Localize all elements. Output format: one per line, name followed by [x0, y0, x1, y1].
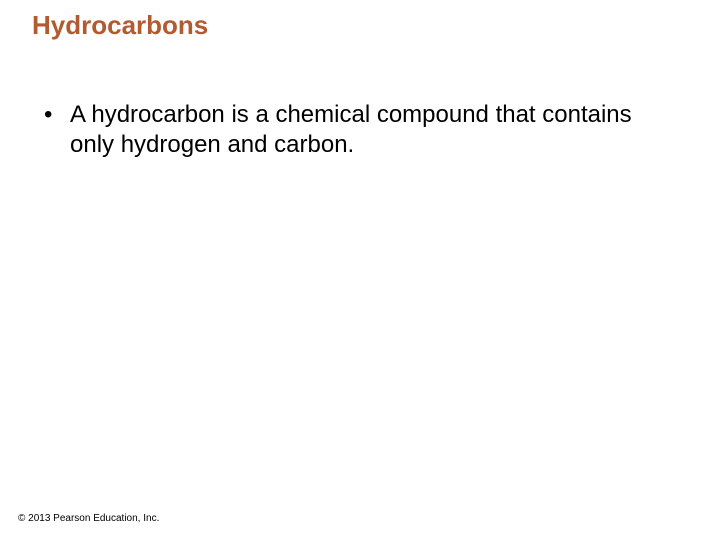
- slide-body: • A hydrocarbon is a chemical compound t…: [42, 100, 680, 160]
- bullet-text: A hydrocarbon is a chemical compound tha…: [70, 100, 680, 160]
- copyright-footer: © 2013 Pearson Education, Inc.: [18, 513, 159, 524]
- slide-title: Hydrocarbons: [32, 10, 208, 41]
- slide: Hydrocarbons • A hydrocarbon is a chemic…: [0, 0, 720, 540]
- bullet-item: • A hydrocarbon is a chemical compound t…: [42, 100, 680, 160]
- bullet-marker: •: [42, 100, 70, 130]
